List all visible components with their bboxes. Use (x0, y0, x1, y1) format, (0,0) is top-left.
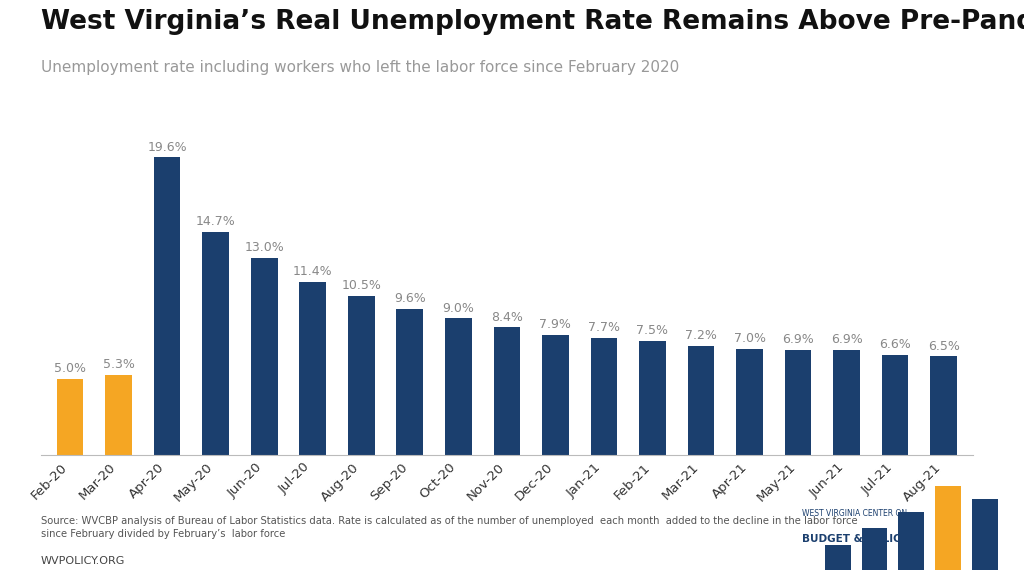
Bar (348, 295, 375, 455)
Text: 7.5%: 7.5% (637, 324, 669, 338)
Bar (898, 511, 925, 570)
Text: 6.6%: 6.6% (880, 338, 911, 351)
Bar (445, 319, 472, 455)
Text: 5.0%: 5.0% (54, 362, 86, 376)
Bar (882, 355, 908, 455)
Bar (935, 487, 962, 570)
Text: WVPOLICY.ORG: WVPOLICY.ORG (41, 556, 125, 566)
Bar (972, 499, 998, 570)
Bar (688, 346, 715, 455)
Text: Source: WVCBP analysis of Bureau of Labor Statistics data. Rate is calculated as: Source: WVCBP analysis of Bureau of Labo… (41, 516, 857, 539)
Text: 19.6%: 19.6% (147, 141, 187, 154)
Bar (736, 348, 763, 455)
Bar (203, 232, 229, 455)
Text: 10.5%: 10.5% (341, 279, 381, 292)
Bar (861, 528, 888, 570)
Text: 13.0%: 13.0% (245, 241, 284, 254)
Bar (105, 374, 132, 455)
Text: 7.9%: 7.9% (540, 319, 571, 331)
Text: Unemployment rate including workers who left the labor force since February 2020: Unemployment rate including workers who … (41, 60, 679, 75)
Text: West Virginia’s Real Unemployment Rate Remains Above Pre-Pandemic Levels: West Virginia’s Real Unemployment Rate R… (41, 9, 1024, 35)
Text: 5.3%: 5.3% (102, 358, 134, 371)
Text: 8.4%: 8.4% (490, 310, 523, 324)
Text: 7.0%: 7.0% (733, 332, 766, 345)
Text: WEST VIRGINIA CENTER ON: WEST VIRGINIA CENTER ON (803, 509, 907, 518)
Bar (542, 335, 568, 455)
Text: 9.0%: 9.0% (442, 302, 474, 314)
Text: 9.6%: 9.6% (394, 293, 426, 305)
Bar (824, 545, 851, 570)
Text: 6.9%: 6.9% (830, 334, 862, 347)
Bar (56, 379, 83, 455)
Text: BUDGET & POLICY: BUDGET & POLICY (802, 535, 908, 544)
Bar (251, 257, 278, 455)
Bar (591, 338, 617, 455)
Bar (784, 350, 811, 455)
Bar (834, 350, 860, 455)
Text: 7.2%: 7.2% (685, 329, 717, 342)
Bar (154, 157, 180, 455)
Bar (396, 309, 423, 455)
Bar (299, 282, 326, 455)
Text: 11.4%: 11.4% (293, 265, 333, 278)
Text: 6.5%: 6.5% (928, 339, 959, 353)
Bar (494, 328, 520, 455)
Text: 6.9%: 6.9% (782, 334, 814, 347)
Text: 14.7%: 14.7% (196, 215, 236, 228)
Bar (931, 357, 957, 455)
Bar (639, 341, 666, 455)
Text: 7.7%: 7.7% (588, 321, 620, 334)
